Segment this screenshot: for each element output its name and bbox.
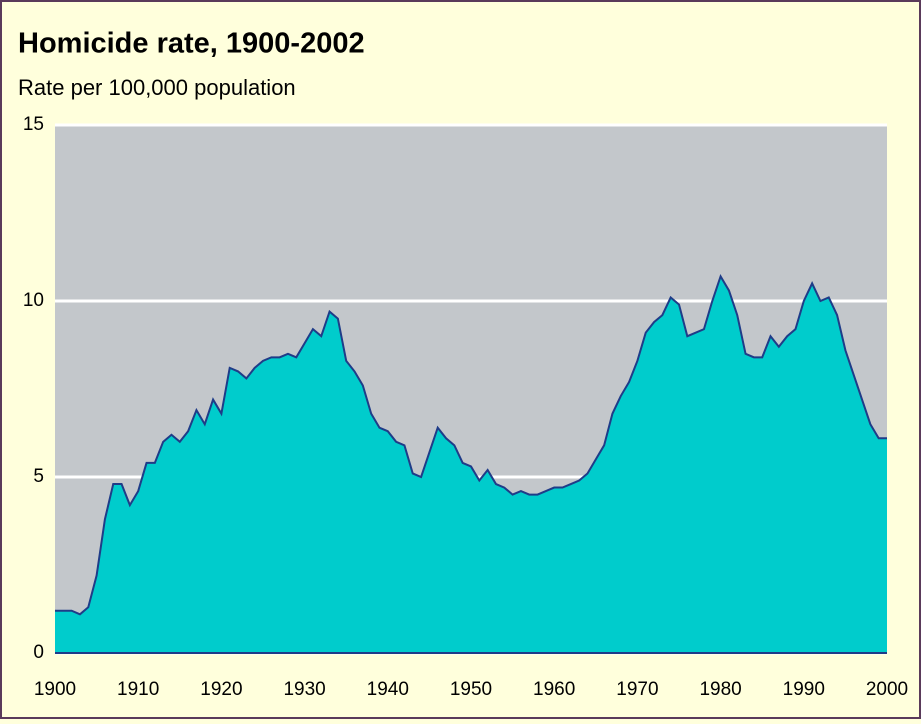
x-tick-label: 1920 [200, 679, 242, 700]
x-tick-label: 1980 [699, 679, 741, 700]
x-tick-label: 1930 [283, 679, 325, 700]
x-tick-label: 2000 [866, 679, 908, 700]
chart-subtitle: Rate per 100,000 population [18, 75, 296, 100]
y-tick-label: 15 [23, 114, 44, 135]
x-tick-label: 1960 [533, 679, 575, 700]
area-outline [55, 273, 887, 616]
x-tick-label: 1970 [616, 679, 658, 700]
y-tick-label: 10 [23, 290, 44, 311]
x-tick-label: 1910 [117, 679, 159, 700]
x-tick-label: 1990 [783, 679, 825, 700]
area [55, 276, 887, 653]
chart-title: Homicide rate, 1900-2002 [18, 28, 365, 60]
x-tick-label: 1950 [450, 679, 492, 700]
x-tick-label: 1900 [34, 679, 76, 700]
x-tick-label: 1940 [367, 679, 409, 700]
y-tick-label: 0 [33, 642, 44, 663]
y-tick-label: 5 [33, 466, 44, 487]
